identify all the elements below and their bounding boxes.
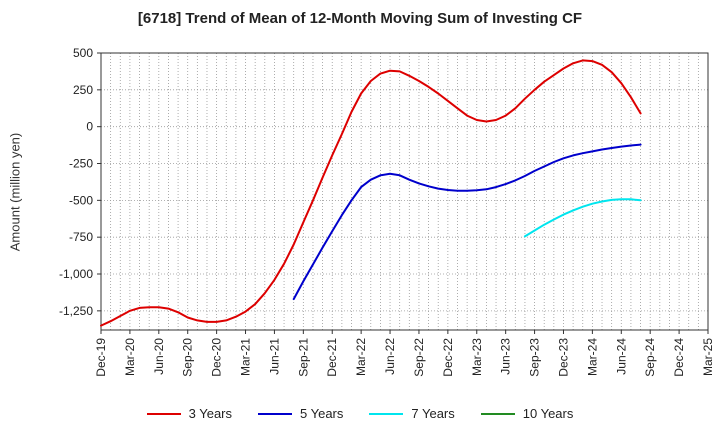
legend-item: 3 Years bbox=[146, 406, 232, 421]
x-tick-label: Sep-21 bbox=[296, 338, 310, 377]
x-tick-label: Sep-22 bbox=[412, 338, 426, 377]
legend: 3 Years 5 Years 7 Years 10 Years bbox=[0, 406, 720, 421]
x-tick-label: Mar-23 bbox=[470, 338, 484, 376]
y-tick-label: -1,250 bbox=[59, 304, 93, 318]
y-tick-label: -250 bbox=[69, 157, 93, 171]
y-tick-label: 250 bbox=[73, 83, 93, 97]
x-tick-label: Dec-23 bbox=[556, 338, 570, 377]
legend-item: 5 Years bbox=[258, 406, 343, 421]
legend-label: 3 Years bbox=[188, 406, 232, 421]
legend-label: 5 Years bbox=[300, 406, 344, 421]
legend-label: 10 Years bbox=[522, 406, 574, 421]
x-tick-label: Jun-20 bbox=[152, 338, 166, 375]
x-tick-label: Jun-23 bbox=[499, 338, 513, 375]
series-line-7-years bbox=[523, 198, 642, 238]
legend-item: 10 Years bbox=[480, 406, 574, 421]
legend-swatch bbox=[146, 412, 181, 415]
x-tick-label: Mar-20 bbox=[123, 338, 137, 376]
x-tick-label: Mar-22 bbox=[354, 338, 368, 376]
legend-item: 7 Years bbox=[369, 406, 455, 421]
chart-title: [6718] Trend of Mean of 12-Month Moving … bbox=[137, 10, 583, 27]
x-tick-label: Mar-21 bbox=[239, 338, 253, 376]
x-tick-label: Dec-24 bbox=[672, 338, 686, 377]
legend-label: 7 Years bbox=[411, 406, 455, 421]
x-tick-label: Sep-23 bbox=[528, 338, 542, 377]
x-tick-label: Jun-22 bbox=[383, 338, 397, 375]
y-tick-label: -1,000 bbox=[59, 267, 93, 281]
x-tick-label: Dec-21 bbox=[325, 338, 339, 377]
x-tick-label: Dec-20 bbox=[210, 338, 224, 377]
x-tick-label: Mar-24 bbox=[585, 338, 599, 376]
legend-swatch bbox=[369, 412, 404, 415]
x-tick-label: Dec-19 bbox=[94, 338, 108, 377]
y-tick-label: -750 bbox=[69, 230, 93, 244]
y-tick-label: 500 bbox=[73, 46, 93, 60]
legend-swatch bbox=[258, 412, 292, 415]
x-tick-label: Mar-25 bbox=[701, 338, 715, 376]
plot-area bbox=[101, 53, 708, 330]
x-tick-label: Dec-22 bbox=[441, 338, 455, 377]
x-tick-label: Jun-24 bbox=[614, 338, 628, 375]
series-line-5-years bbox=[292, 143, 642, 301]
x-tick-label: Jun-21 bbox=[267, 338, 281, 375]
x-tick-label: Sep-24 bbox=[643, 338, 657, 377]
plot-frame bbox=[100, 52, 709, 331]
series-line-3-years bbox=[100, 59, 642, 327]
x-tick-label: Sep-20 bbox=[181, 338, 195, 377]
y-tick-label: 0 bbox=[86, 120, 93, 134]
y-tick-label: -500 bbox=[69, 193, 93, 207]
legend-swatch bbox=[480, 412, 515, 415]
